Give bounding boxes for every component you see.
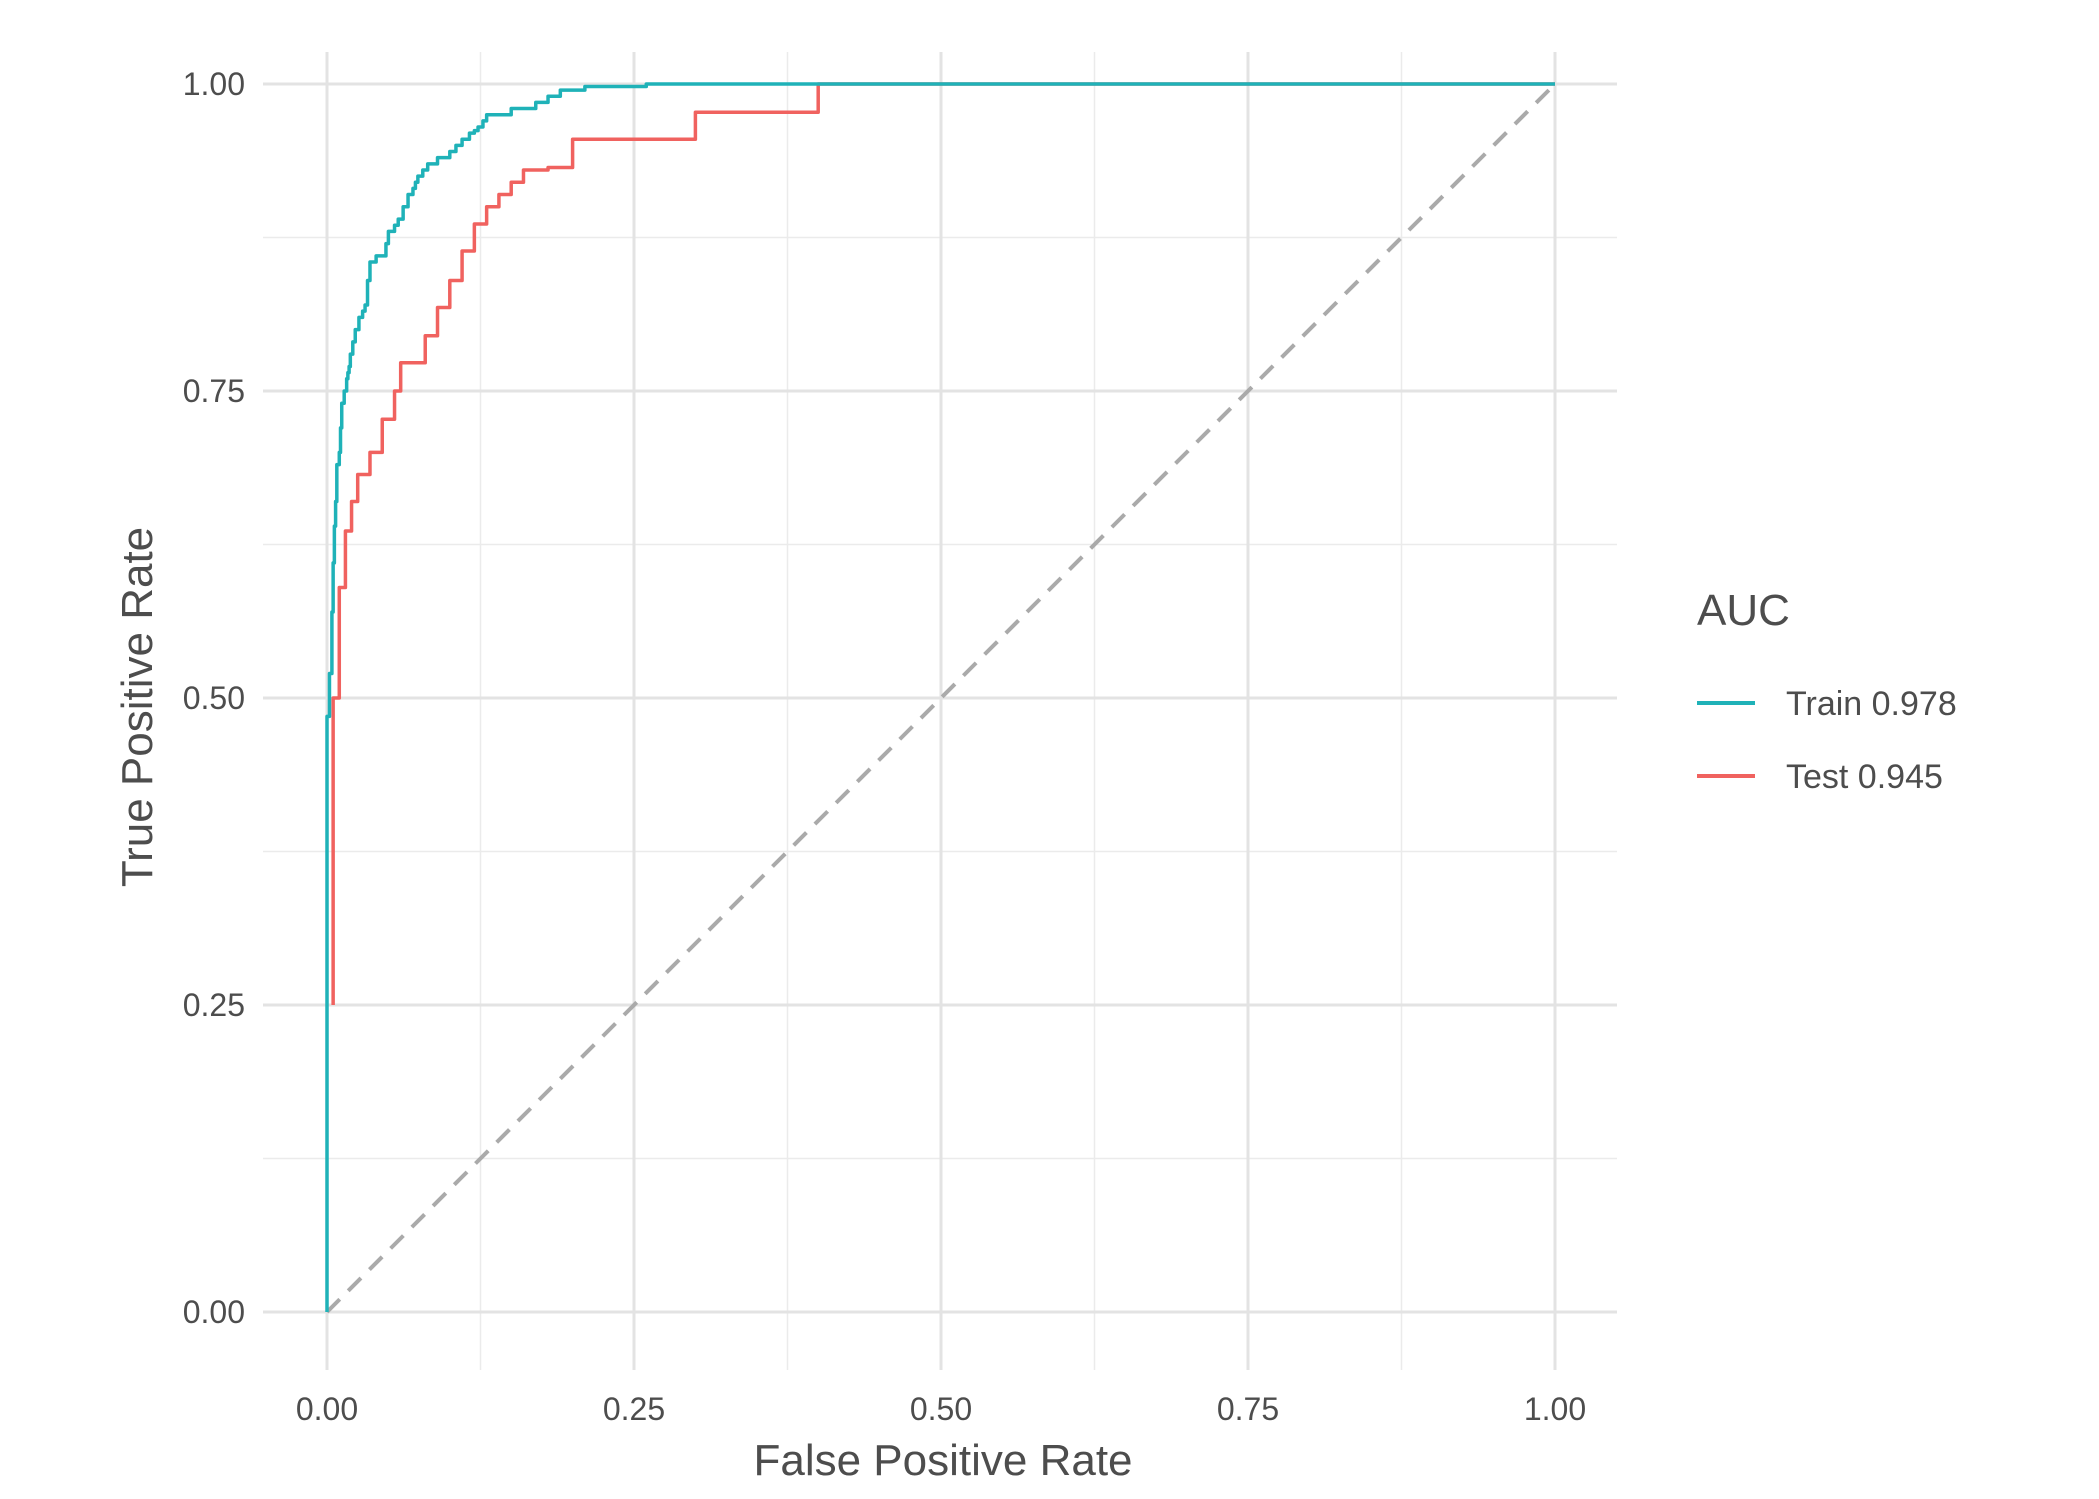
legend-label-test: Test 0.945 <box>1786 758 1943 796</box>
y-tick-label: 0.25 <box>183 987 245 1023</box>
series-line-test <box>331 82 1555 1005</box>
reference-line <box>325 82 1557 1314</box>
legend-title: AUC <box>1697 586 1790 635</box>
x-tick-label: 0.75 <box>1217 1391 1279 1427</box>
x-tick-label: 1.00 <box>1524 1391 1586 1427</box>
series-lines <box>325 82 1555 1312</box>
reference-diagonal <box>325 82 1557 1314</box>
tick-labels: 0.00 0.25 0.50 0.75 1.00 0.00 0.25 0.50 0.75 1.00 <box>183 66 1586 1427</box>
series-line-train <box>325 82 1555 1312</box>
x-tick-label: 0.00 <box>296 1391 358 1427</box>
x-tick-label: 0.50 <box>910 1391 972 1427</box>
y-tick-label: 0.75 <box>183 373 245 409</box>
y-tick-label: 0.00 <box>183 1294 245 1330</box>
legend-label-train: Train 0.978 <box>1786 685 1957 723</box>
y-axis-title: True Positive Rate <box>113 527 162 887</box>
x-axis-title: False Positive Rate <box>753 1436 1132 1485</box>
y-tick-label: 1.00 <box>183 66 245 102</box>
legend: AUC Train 0.978 Test 0.945 <box>1697 586 1957 796</box>
y-tick-label: 0.50 <box>183 680 245 716</box>
x-tick-label: 0.25 <box>603 1391 665 1427</box>
